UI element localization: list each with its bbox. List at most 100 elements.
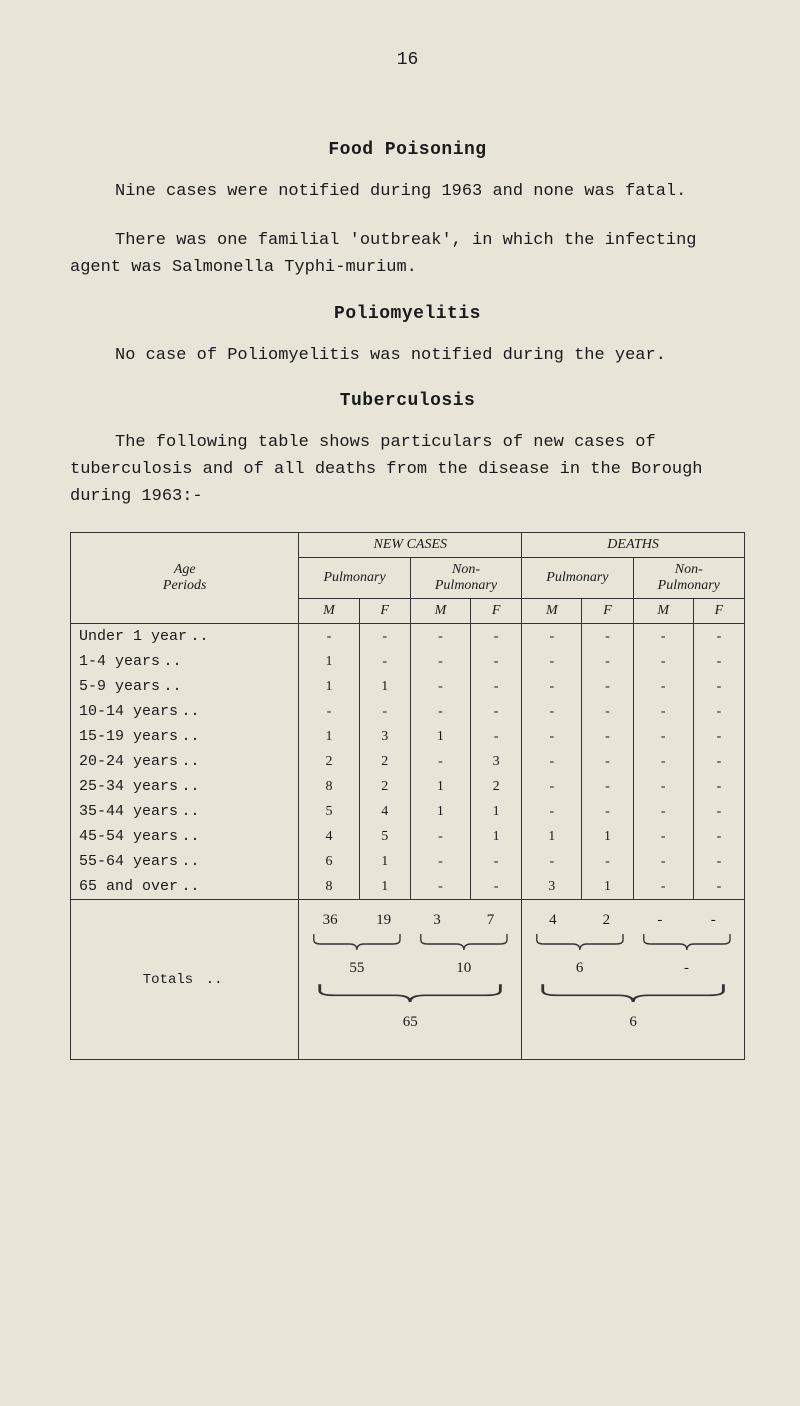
cell-nc_nm: 1 [410, 774, 470, 799]
brace-icon [312, 932, 402, 950]
totals-dots: .. [202, 972, 227, 988]
cell-nc_pm: - [299, 699, 359, 724]
row-dots: .. [160, 653, 185, 670]
row-label: Under 1 year.. [71, 624, 299, 650]
row-label-text: Under 1 year [79, 628, 187, 645]
cell-d_nf: - [693, 699, 744, 724]
cell-d_pf: - [582, 724, 633, 749]
row-label-text: 1-4 years [79, 653, 160, 670]
total-d-p-sum: 6 [526, 960, 633, 977]
cell-nc_pm: 8 [299, 874, 359, 900]
cell-nc_pm: - [299, 624, 359, 650]
cell-nc_nf: 2 [471, 774, 522, 799]
table-body: Under 1 year..--------1-4 years..1------… [71, 624, 745, 900]
cell-d_nf: - [693, 874, 744, 900]
cell-nc_nm: - [410, 699, 470, 724]
cell-nc_pf: 1 [359, 674, 410, 699]
row-label: 1-4 years.. [71, 649, 299, 674]
cell-nc_pf: - [359, 624, 410, 650]
food-poisoning-p2: There was one familial 'outbreak', in wh… [70, 227, 745, 281]
total-d-pm: 4 [526, 912, 579, 929]
cell-d_nm: - [633, 849, 693, 874]
totals-deaths: 4 2 - - 6 - 6 [522, 900, 745, 1060]
table-row: 45-54 years..45-111-- [71, 824, 745, 849]
cell-nc_nm: - [410, 749, 470, 774]
cell-nc_nm: - [410, 624, 470, 650]
row-dots: .. [187, 628, 212, 645]
row-label-text: 15-19 years [79, 728, 178, 745]
cell-d_pf: - [582, 749, 633, 774]
cell-nc_nm: - [410, 874, 470, 900]
total-nc-pm: 36 [303, 912, 356, 929]
cell-d_nm: - [633, 824, 693, 849]
cell-nc_pf: 2 [359, 774, 410, 799]
row-label-text: 20-24 years [79, 753, 178, 770]
total-d-pf: 2 [580, 912, 633, 929]
cell-nc_nf: - [471, 874, 522, 900]
col-deaths: DEATHS [522, 533, 745, 558]
col-d-pf: F [582, 599, 633, 624]
cell-d_pm: - [522, 699, 582, 724]
tuberculosis-p1: The following table shows particulars of… [70, 429, 745, 511]
col-d-pm: M [522, 599, 582, 624]
row-label: 20-24 years.. [71, 749, 299, 774]
cell-nc_nf: - [471, 724, 522, 749]
cell-d_pm: - [522, 774, 582, 799]
brace-icon [419, 932, 509, 950]
cell-nc_nf: - [471, 649, 522, 674]
total-nc-grand: 65 [303, 1014, 517, 1031]
cell-d_nm: - [633, 649, 693, 674]
col-new-cases: NEW CASES [299, 533, 522, 558]
cell-nc_pm: 5 [299, 799, 359, 824]
cell-d_pm: - [522, 649, 582, 674]
cell-d_pf: 1 [582, 874, 633, 900]
cell-d_nf: - [693, 824, 744, 849]
cell-nc_pm: 1 [299, 649, 359, 674]
cell-d_nm: - [633, 774, 693, 799]
poliomyelitis-title: Poliomyelitis [70, 304, 745, 324]
cell-nc_nf: - [471, 849, 522, 874]
row-label: 65 and over.. [71, 874, 299, 900]
cell-nc_nm: - [410, 849, 470, 874]
row-dots: .. [160, 678, 185, 695]
cell-d_nf: - [693, 774, 744, 799]
table-row: Under 1 year..-------- [71, 624, 745, 650]
row-dots: .. [178, 878, 203, 895]
col-nc-nf: F [471, 599, 522, 624]
row-label: 10-14 years.. [71, 699, 299, 724]
brace-icon [535, 932, 625, 950]
col-age-periods: Age Periods [71, 533, 299, 624]
cell-d_pm: - [522, 749, 582, 774]
poliomyelitis-p1: No case of Poliomyelitis was notified du… [70, 342, 745, 369]
cell-d_nf: - [693, 649, 744, 674]
cell-d_nm: - [633, 799, 693, 824]
row-label: 15-19 years.. [71, 724, 299, 749]
cell-d_pf: - [582, 674, 633, 699]
total-d-n-sum: - [633, 960, 740, 977]
col-nc-pulmonary: Pulmonary [299, 558, 410, 599]
cell-nc_nf: - [471, 674, 522, 699]
col-nc-non-pulmonary: Non- Pulmonary [410, 558, 521, 599]
cell-d_nf: - [693, 674, 744, 699]
cell-d_pm: - [522, 724, 582, 749]
cell-nc_nf: - [471, 699, 522, 724]
cell-nc_nm: - [410, 649, 470, 674]
row-label: 25-34 years.. [71, 774, 299, 799]
row-dots: .. [178, 728, 203, 745]
col-nc-pf: F [359, 599, 410, 624]
cell-nc_pm: 1 [299, 674, 359, 699]
row-label-text: 25-34 years [79, 778, 178, 795]
cell-d_nm: - [633, 699, 693, 724]
cell-nc_pf: 1 [359, 849, 410, 874]
cell-nc_pf: 4 [359, 799, 410, 824]
cell-d_nf: - [693, 799, 744, 824]
row-dots: .. [178, 753, 203, 770]
document-page: 16 Food Poisoning Nine cases were notifi… [0, 0, 800, 1100]
row-label-text: 35-44 years [79, 803, 178, 820]
cell-d_pf: - [582, 624, 633, 650]
cell-d_nf: - [693, 749, 744, 774]
total-nc-n-sum: 10 [410, 960, 517, 977]
col-nc-nm: M [410, 599, 470, 624]
total-nc-nf: 7 [464, 912, 517, 929]
cell-nc_pm: 6 [299, 849, 359, 874]
